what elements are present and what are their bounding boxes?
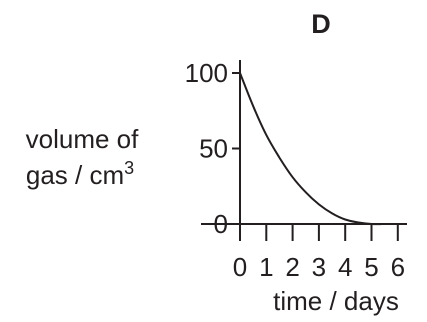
x-tick-label: 0 — [233, 252, 247, 282]
x-tick-label: 1 — [259, 252, 273, 282]
y-tick-label: 0 — [214, 209, 228, 239]
x-tick-label: 3 — [312, 252, 326, 282]
y-axis-title-line-1: volume of — [26, 124, 139, 154]
x-tick-label: 6 — [391, 252, 405, 282]
y-tick-label: 50 — [199, 134, 228, 164]
series-curve — [239, 72, 398, 226]
x-axis-title: time / days — [273, 286, 399, 316]
y-tick-label: 100 — [185, 58, 228, 88]
x-tick-label: 2 — [285, 252, 299, 282]
y-axis-title-base: gas / cm — [26, 160, 124, 190]
chart-title: D — [311, 9, 331, 39]
x-tick-label: 5 — [364, 252, 378, 282]
x-tick-label: 4 — [338, 252, 352, 282]
y-ticks: 0 50 100 — [185, 58, 241, 239]
y-axis-title-line-2: gas / cm3 — [26, 158, 134, 190]
y-axis-title-superscript: 3 — [124, 158, 134, 178]
